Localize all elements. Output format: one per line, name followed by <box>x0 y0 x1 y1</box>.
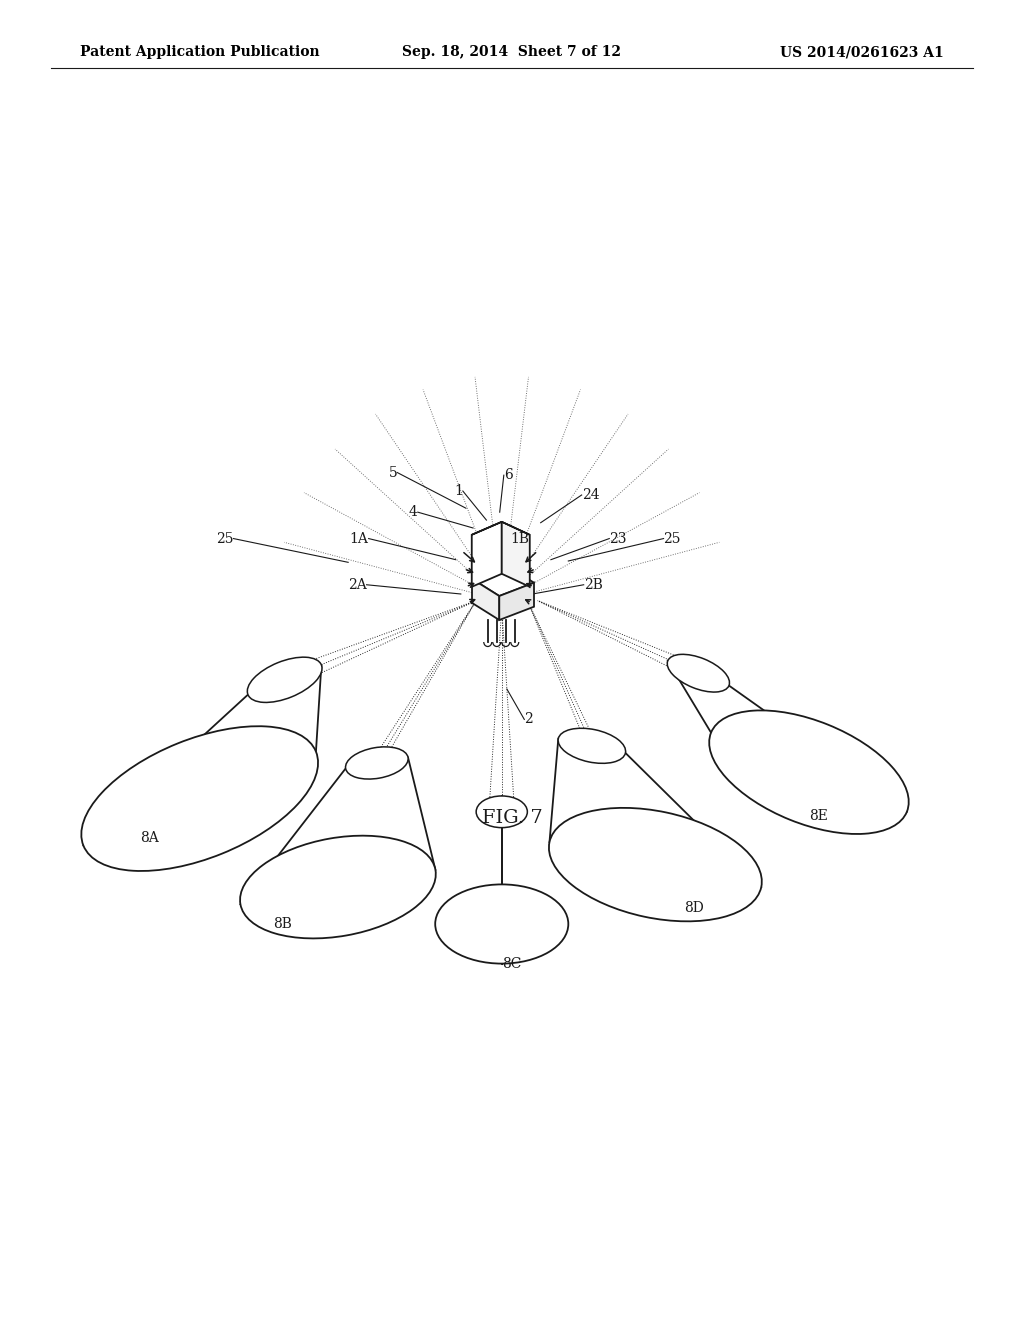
Ellipse shape <box>558 729 626 763</box>
Text: 25: 25 <box>216 532 233 545</box>
Text: 2A: 2A <box>348 578 367 591</box>
Polygon shape <box>472 521 529 535</box>
Text: Patent Application Publication: Patent Application Publication <box>80 45 319 59</box>
Ellipse shape <box>710 710 908 834</box>
Text: 1A: 1A <box>350 532 369 545</box>
Text: 25: 25 <box>664 532 681 545</box>
Text: US 2014/0261623 A1: US 2014/0261623 A1 <box>780 45 944 59</box>
Polygon shape <box>502 521 529 587</box>
Text: FIG. 7: FIG. 7 <box>481 809 543 828</box>
Polygon shape <box>500 582 534 620</box>
Polygon shape <box>472 565 534 597</box>
Ellipse shape <box>248 657 322 702</box>
Text: 2: 2 <box>524 713 534 726</box>
Ellipse shape <box>435 884 568 964</box>
Polygon shape <box>472 579 500 620</box>
Text: 1B: 1B <box>510 532 529 545</box>
Ellipse shape <box>668 655 729 692</box>
Text: Sep. 18, 2014  Sheet 7 of 12: Sep. 18, 2014 Sheet 7 of 12 <box>402 45 622 59</box>
Text: 23: 23 <box>609 532 627 545</box>
Text: 8D: 8D <box>684 902 703 915</box>
Ellipse shape <box>345 747 409 779</box>
Ellipse shape <box>476 796 527 828</box>
Text: 8B: 8B <box>273 917 292 931</box>
Text: 6: 6 <box>504 469 513 482</box>
Text: 8A: 8A <box>140 832 159 845</box>
Text: 4: 4 <box>409 506 418 519</box>
Ellipse shape <box>549 808 762 921</box>
Text: 8E: 8E <box>809 809 827 822</box>
Ellipse shape <box>240 836 436 939</box>
Text: 2B: 2B <box>584 578 602 591</box>
Text: 8C: 8C <box>502 957 521 970</box>
Text: 5: 5 <box>388 466 397 479</box>
Polygon shape <box>472 521 502 587</box>
Ellipse shape <box>81 726 318 871</box>
Text: 1: 1 <box>454 484 463 498</box>
Text: 24: 24 <box>582 488 599 502</box>
